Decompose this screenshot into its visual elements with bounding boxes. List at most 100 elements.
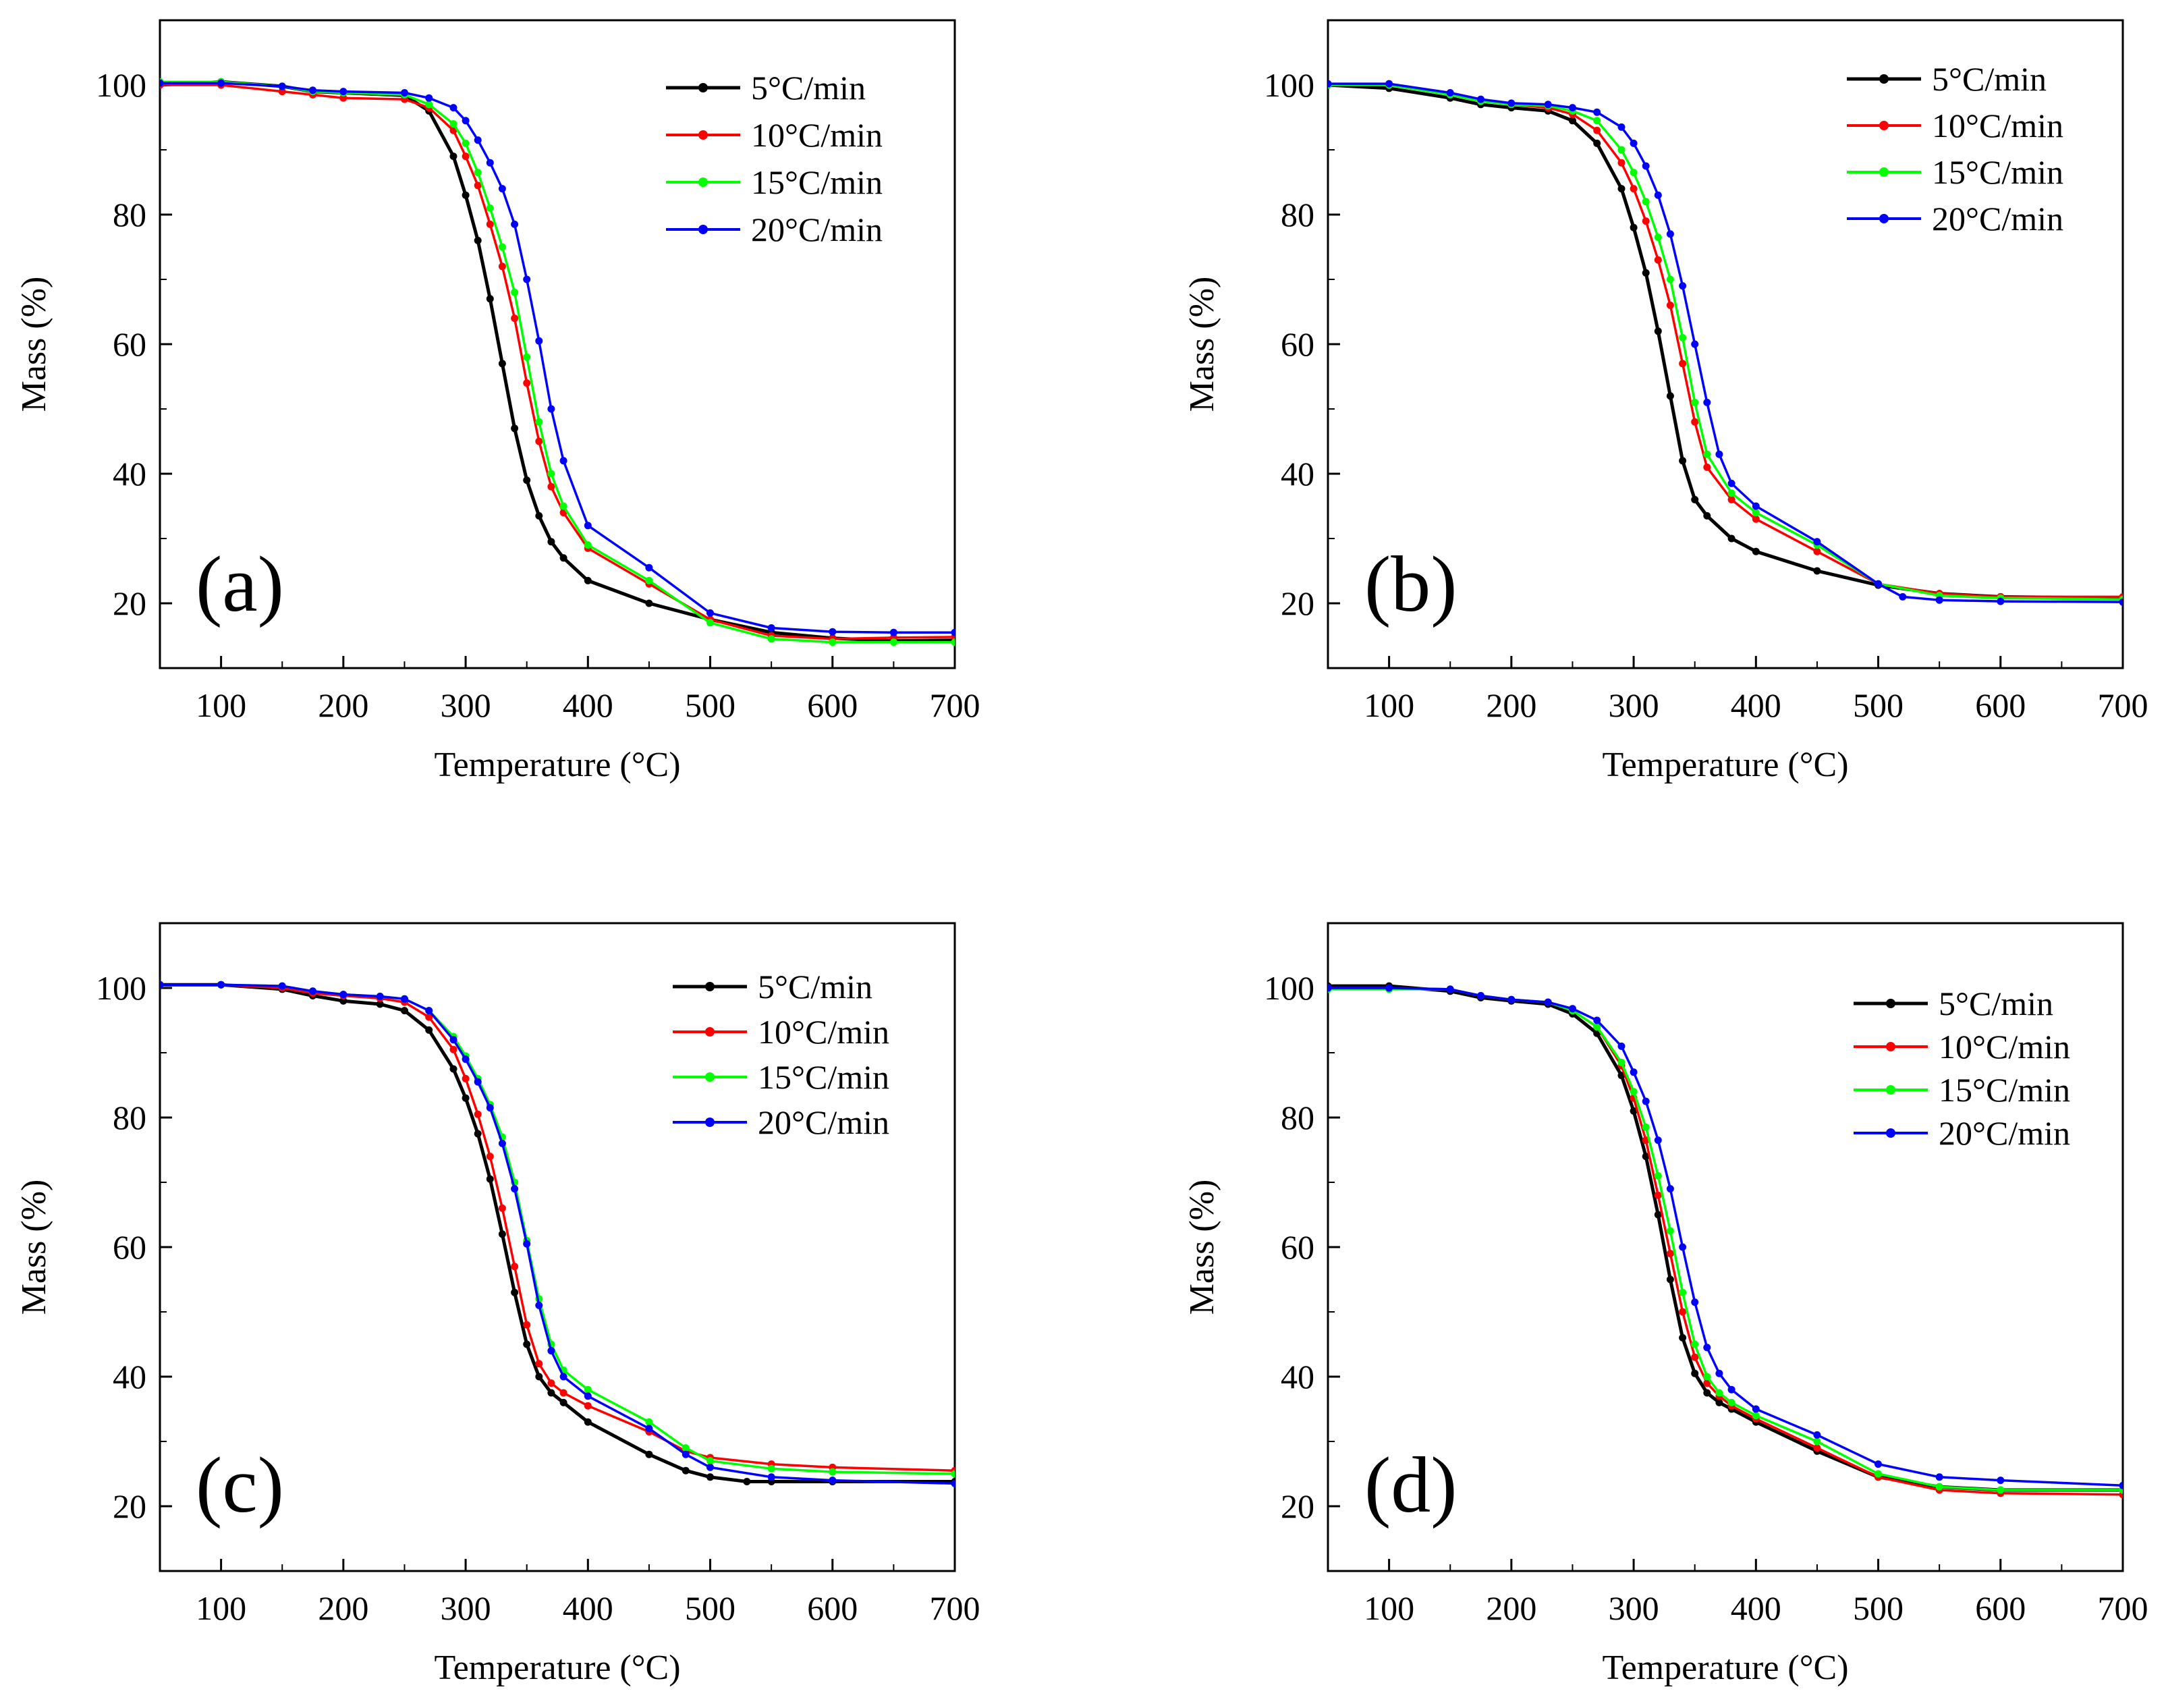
- data-point: [1630, 185, 1638, 193]
- data-point: [1446, 89, 1454, 97]
- legend-label: 20°C/min: [1939, 1114, 2070, 1152]
- data-point: [706, 1457, 714, 1465]
- data-point: [559, 1389, 567, 1397]
- x-tick-label: 500: [1853, 686, 1904, 724]
- data-point: [1691, 1298, 1699, 1306]
- data-point: [1630, 139, 1638, 147]
- data-point: [682, 1444, 690, 1452]
- y-tick-label: 80: [1281, 1099, 1314, 1136]
- data-point: [1569, 1005, 1576, 1013]
- legend-marker: [1886, 1085, 1895, 1095]
- legend-label: 10°C/min: [758, 1013, 889, 1051]
- data-point: [1642, 217, 1650, 225]
- legend-marker: [705, 1072, 715, 1082]
- data-point: [339, 94, 348, 102]
- data-point: [547, 1389, 555, 1397]
- data-point: [523, 1321, 531, 1329]
- panel-c: 100 200 300 400 500 600 700 20 40 60 80 100 Temperat…: [15, 922, 980, 1687]
- x-axis-label: Temperature (°C): [1602, 746, 1848, 784]
- data-point: [1691, 418, 1699, 426]
- data-point: [1630, 169, 1638, 177]
- data-point: [486, 220, 494, 228]
- data-point: [1997, 597, 2005, 605]
- legend-label: 10°C/min: [1932, 107, 2063, 144]
- y-tick-label: 60: [113, 325, 146, 363]
- panel-b: 100 200 300 400 500 600 700 20 40 60 80 100 Temperat…: [1183, 19, 2148, 784]
- data-point: [1935, 1473, 1943, 1481]
- data-point: [889, 638, 897, 646]
- data-point: [1752, 547, 1760, 555]
- data-point: [1715, 1369, 1723, 1377]
- panel-letter: (d): [1364, 1441, 1457, 1529]
- data-point: [1654, 1136, 1662, 1145]
- legend-label: 15°C/min: [758, 1058, 889, 1096]
- x-tick-label: 500: [685, 1589, 735, 1627]
- legend-label: 15°C/min: [751, 163, 883, 201]
- data-point: [829, 1468, 837, 1476]
- data-point: [498, 1139, 506, 1147]
- y-tick-label: 20: [113, 584, 146, 622]
- x-tick-label: 100: [1364, 686, 1414, 724]
- data-point: [511, 220, 519, 228]
- data-point: [1679, 360, 1687, 368]
- x-tick-label: 100: [196, 1589, 246, 1627]
- data-point: [1813, 538, 1821, 546]
- data-point: [1703, 450, 1711, 458]
- legend-label: 15°C/min: [1939, 1071, 2070, 1109]
- data-point: [474, 1110, 482, 1118]
- data-point: [1691, 1369, 1699, 1377]
- data-point: [486, 1153, 494, 1161]
- data-point: [1703, 1373, 1711, 1381]
- data-point: [339, 88, 348, 96]
- x-tick-label: 700: [930, 1589, 980, 1627]
- data-point: [1679, 1288, 1687, 1296]
- legend-label: 15°C/min: [1932, 153, 2063, 191]
- data-point: [217, 79, 225, 87]
- data-point: [523, 353, 531, 361]
- data-point: [951, 628, 955, 636]
- data-point: [462, 1094, 470, 1102]
- data-point: [1935, 596, 1943, 604]
- legend-marker: [698, 130, 708, 140]
- data-point: [1593, 126, 1601, 134]
- data-point: [278, 88, 286, 96]
- data-point: [829, 628, 837, 636]
- data-point: [1666, 1185, 1674, 1193]
- x-tick-label: 600: [1975, 1589, 2026, 1627]
- data-point: [1703, 398, 1711, 406]
- data-point: [1752, 1412, 1760, 1420]
- data-point: [559, 502, 567, 510]
- data-point: [584, 576, 592, 584]
- data-point: [535, 437, 543, 445]
- data-point: [951, 1470, 955, 1478]
- data-point: [1544, 101, 1552, 109]
- data-point: [474, 136, 482, 144]
- legend-label: 20°C/min: [758, 1103, 889, 1141]
- data-point: [425, 101, 433, 109]
- data-point: [1630, 1068, 1638, 1076]
- x-axis-label: Temperature (°C): [434, 746, 680, 784]
- y-tick-label: 20: [1281, 584, 1314, 622]
- data-point: [1477, 95, 1484, 103]
- data-point: [1691, 1340, 1699, 1348]
- data-point: [1813, 1431, 1821, 1439]
- x-tick-label: 200: [1486, 686, 1536, 724]
- data-point: [1617, 123, 1626, 131]
- x-tick-label: 600: [807, 686, 858, 724]
- data-point: [425, 1013, 433, 1021]
- y-tick-label: 80: [1281, 196, 1314, 233]
- data-point: [1679, 1333, 1687, 1342]
- data-point: [535, 337, 543, 345]
- data-point: [1385, 984, 1393, 992]
- data-point: [425, 1007, 433, 1015]
- x-tick-label: 600: [1975, 686, 2026, 724]
- panel-letter: (a): [196, 540, 284, 628]
- y-tick-label: 80: [113, 1099, 146, 1136]
- data-point: [645, 1418, 653, 1426]
- data-point: [376, 993, 384, 1000]
- data-point: [1715, 1389, 1723, 1397]
- data-point: [547, 483, 555, 491]
- data-point: [217, 981, 225, 989]
- data-point: [1727, 489, 1735, 497]
- data-point: [1752, 509, 1760, 517]
